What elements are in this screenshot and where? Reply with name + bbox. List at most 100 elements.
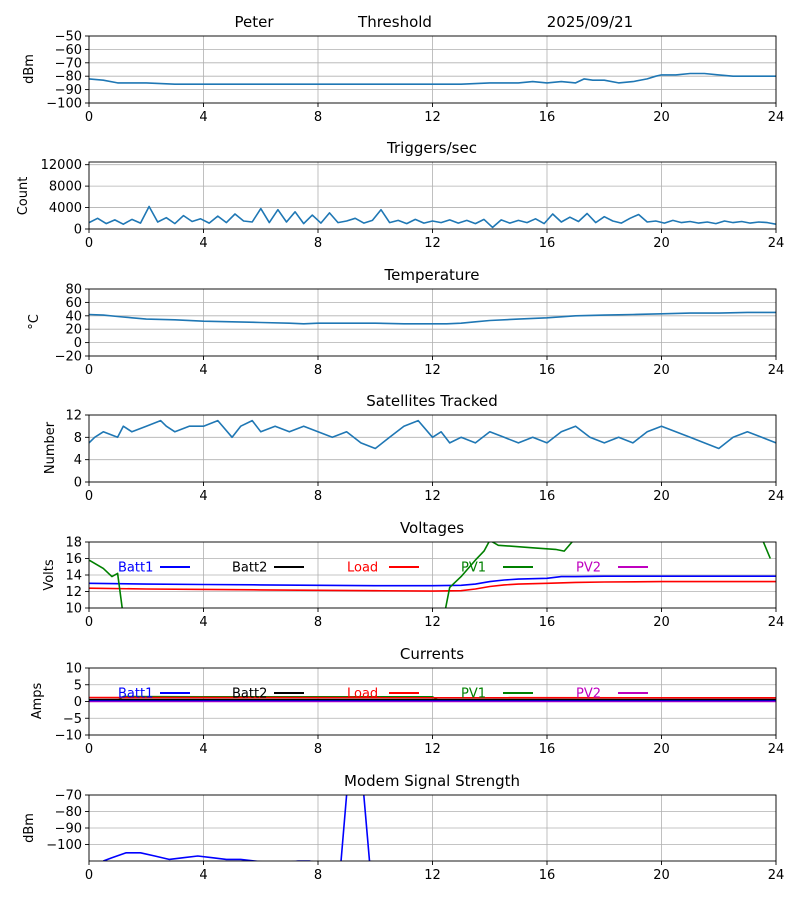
title-currents: Currents xyxy=(400,645,464,663)
series-group-modem xyxy=(103,795,373,861)
legend-label-pv2: PV2 xyxy=(576,687,601,702)
legend-label-pv1: PV1 xyxy=(461,561,486,576)
header-date: 2025/09/21 xyxy=(547,13,633,31)
y-tick-label: 0 xyxy=(74,223,82,238)
x-tick-label: 4 xyxy=(199,236,207,251)
series-group-satellites xyxy=(89,419,776,450)
x-tick-label: 12 xyxy=(424,110,441,125)
grid-modem xyxy=(88,794,777,861)
title-triggers: Triggers/sec xyxy=(386,139,477,157)
y-tick-label: 8000 xyxy=(49,180,82,195)
x-tick-label: 8 xyxy=(314,363,322,378)
x-tick-label: 20 xyxy=(653,236,670,251)
legend-label-pv1: PV1 xyxy=(461,687,486,702)
y-tick-label: 8 xyxy=(74,431,82,446)
grid-signal xyxy=(88,35,777,104)
grid-triggers xyxy=(88,162,777,230)
chart-triggers: 0 4 8 12 16 20 24 0 4000 8000 12000 xyxy=(41,158,785,251)
ylabel-voltages: Volts xyxy=(42,559,57,591)
y-tick-label: −5 xyxy=(63,712,82,727)
series-group-voltages xyxy=(89,542,776,608)
y-tick-label: 40 xyxy=(65,309,82,324)
legend-voltages: Batt1 Batt2 Load PV1 PV2 xyxy=(118,561,648,576)
x-tick-label: 24 xyxy=(768,868,785,883)
title-satellites: Satellites Tracked xyxy=(366,392,497,410)
x-tick-label: 4 xyxy=(199,742,207,757)
x-tick-label: 4 xyxy=(199,615,207,630)
y-tick-label: 0 xyxy=(74,336,82,351)
x-tick-label: 8 xyxy=(314,742,322,757)
x-tick-label: 24 xyxy=(768,742,785,757)
x-tick-label: 0 xyxy=(85,363,93,378)
y-tick-label: 5 xyxy=(74,678,82,693)
y-tick-label: 0 xyxy=(74,476,82,491)
series-line-voltages-batt1 xyxy=(89,575,776,587)
ylabel-signal: dBm xyxy=(22,54,37,84)
x-tick-label: 0 xyxy=(85,742,93,757)
y-tick-label: 10 xyxy=(65,602,82,617)
chart-modem: 0 4 8 12 16 20 24 −100−90 −80−70 xyxy=(46,789,785,884)
x-tick-label: 24 xyxy=(768,236,785,251)
y-tick-label: 4 xyxy=(74,453,82,468)
series-line-modem-modem xyxy=(103,795,373,861)
legend-label-batt2: Batt2 xyxy=(232,687,267,702)
y-tick-label: 16 xyxy=(65,552,82,567)
ylabel-temperature: °C xyxy=(27,314,42,330)
x-tick-label: 12 xyxy=(424,868,441,883)
x-tick-label: 20 xyxy=(653,489,670,504)
y-tick-label: 18 xyxy=(65,536,82,551)
series-group-signal xyxy=(89,72,776,85)
y-tick-label: 60 xyxy=(65,296,82,311)
x-tick-label: 0 xyxy=(85,489,93,504)
x-tick-label: 0 xyxy=(85,236,93,251)
y-tick-label: −60 xyxy=(55,43,82,58)
y-tick-label: −10 xyxy=(55,729,82,744)
y-tick-label: 80 xyxy=(65,283,82,298)
x-tick-label: 12 xyxy=(424,236,441,251)
legend-label-batt1: Batt1 xyxy=(118,687,153,702)
x-tick-label: 16 xyxy=(539,236,556,251)
series-line-voltages-load xyxy=(89,580,776,592)
y-tick-label: −70 xyxy=(55,789,82,804)
y-tick-label: −90 xyxy=(55,83,82,98)
series-line-voltages-pv1 xyxy=(89,542,772,608)
y-tick-label: −100 xyxy=(46,97,82,112)
x-tick-label: 24 xyxy=(768,363,785,378)
legend-currents: Batt1 Batt2 Load PV1 PV2 xyxy=(118,687,648,702)
chart-satellites: 0 4 8 12 16 20 24 0 4 8 12 xyxy=(65,409,784,505)
x-tick-label: 16 xyxy=(539,615,556,630)
x-tick-label: 12 xyxy=(424,489,441,504)
ylabel-satellites: Number xyxy=(43,421,58,474)
series-group-temperature xyxy=(89,311,776,325)
x-tick-label: 4 xyxy=(199,110,207,125)
series-line-signal-signal xyxy=(89,72,776,85)
header-label: Threshold xyxy=(357,13,432,31)
series-line-satellites-satellites xyxy=(89,419,776,450)
y-tick-label: 12 xyxy=(65,585,82,600)
y-tick-label: 10 xyxy=(65,662,82,677)
x-tick-label: 16 xyxy=(539,110,556,125)
y-tick-label: −80 xyxy=(55,805,82,820)
y-tick-label: −20 xyxy=(55,350,82,365)
x-tick-label: 8 xyxy=(314,868,322,883)
legend-label-pv2: PV2 xyxy=(576,561,601,576)
x-tick-label: 20 xyxy=(653,110,670,125)
title-modem: Modem Signal Strength xyxy=(344,772,520,790)
y-tick-label: 20 xyxy=(65,323,82,338)
x-tick-label: 20 xyxy=(653,363,670,378)
x-tick-label: 8 xyxy=(314,110,322,125)
y-tick-label: −50 xyxy=(55,30,82,45)
x-tick-label: 4 xyxy=(199,868,207,883)
legend-label-load: Load xyxy=(347,687,378,702)
y-tick-label: 14 xyxy=(65,569,82,584)
grid-satellites xyxy=(88,414,777,483)
ylabel-currents: Amps xyxy=(30,682,45,719)
x-tick-label: 16 xyxy=(539,868,556,883)
y-tick-label: 12000 xyxy=(41,158,82,173)
title-voltages: Voltages xyxy=(400,519,464,537)
ylabel-triggers: Count xyxy=(16,177,31,216)
